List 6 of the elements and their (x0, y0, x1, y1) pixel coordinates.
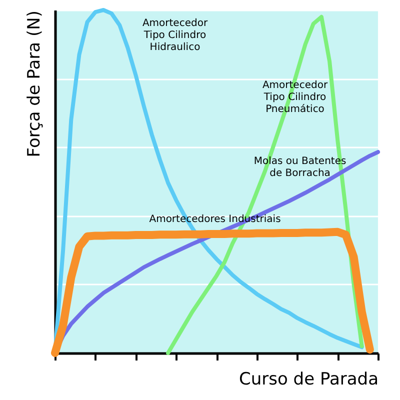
series-label: Amortecedores Industriais (149, 214, 281, 225)
y-axis-title: Força de Para (N) (24, 10, 44, 158)
x-axis-title: Curso de Parada (239, 370, 378, 390)
series-label: Amortecedor Tipo Cilindro Pneumático (262, 80, 328, 115)
series-label: Molas ou Batentes de Borracha (254, 156, 346, 179)
series-label: Amortecedor Tipo Cilindro Hidraulico (142, 18, 208, 53)
